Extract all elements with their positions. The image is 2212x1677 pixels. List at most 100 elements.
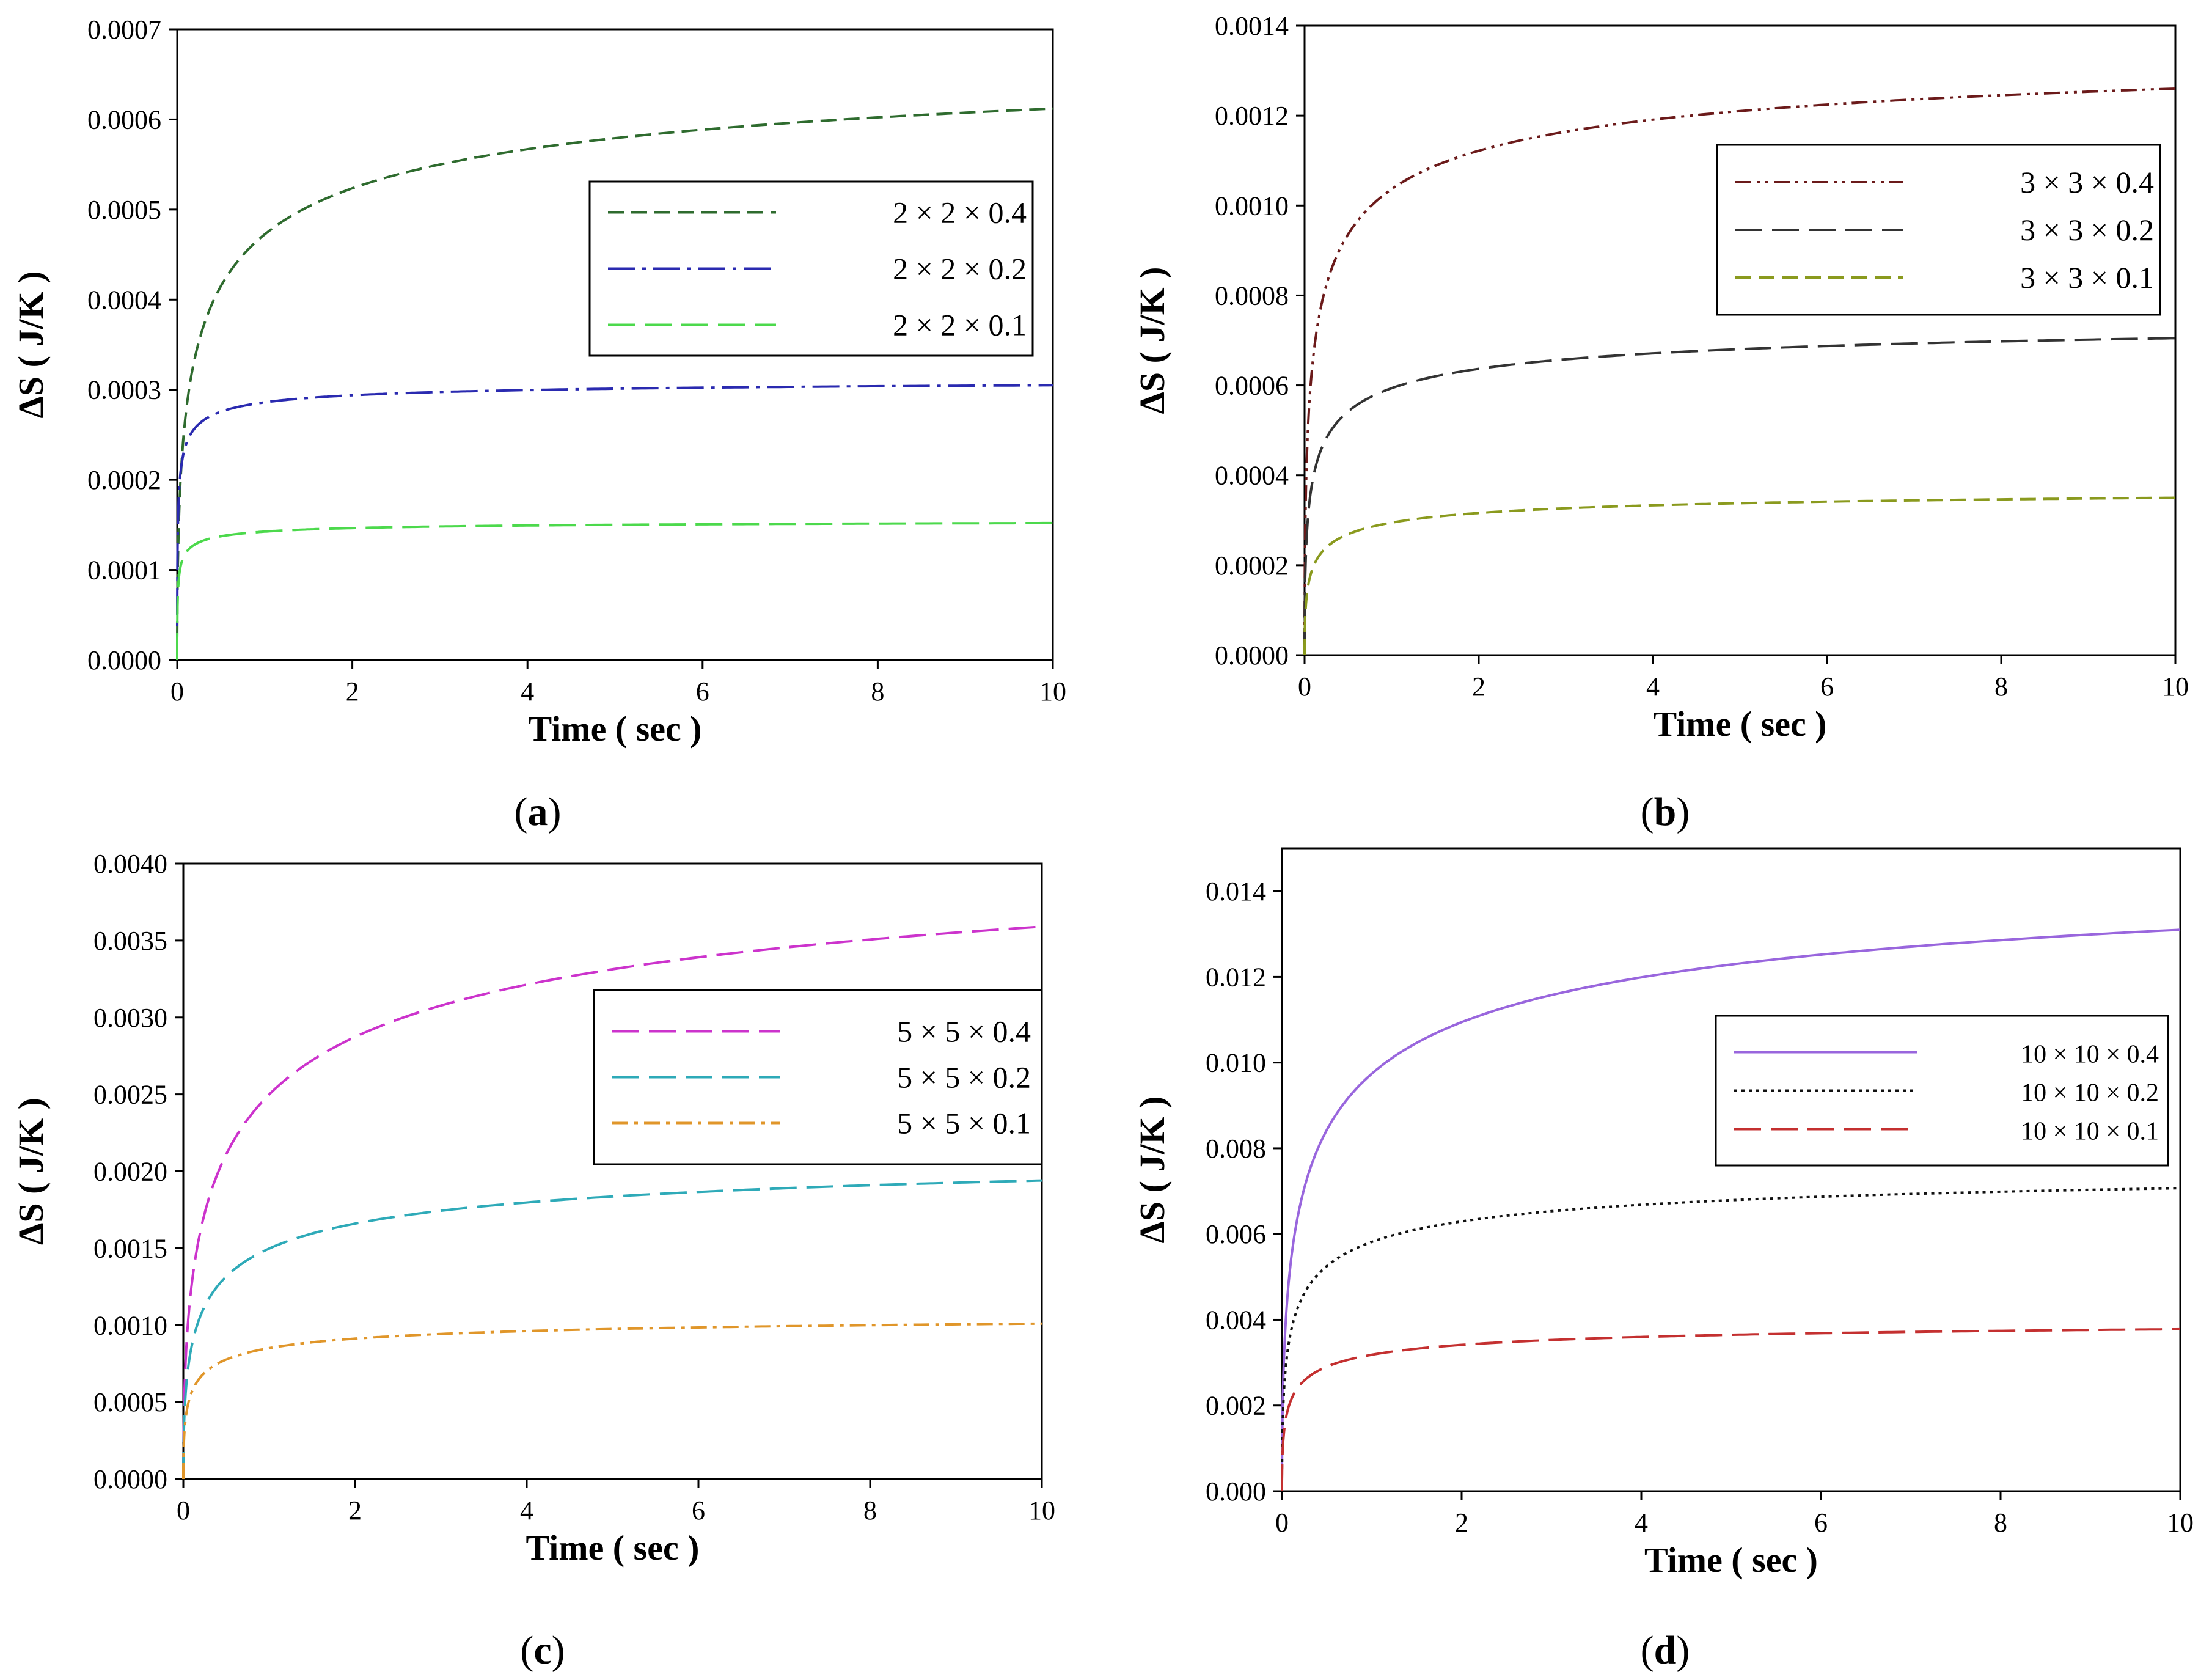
x-tick-label: 2 [1455, 1508, 1468, 1538]
x-axis-title: Time ( sec ) [1654, 704, 1827, 744]
plot-frame [176, 28, 1054, 661]
x-axis-title: Time ( sec ) [1644, 1540, 1818, 1580]
series-line-3 [176, 521, 1053, 660]
x-tick-label: 6 [1814, 1508, 1828, 1538]
series-line-2 [1303, 337, 2176, 655]
caption-close: ) [1676, 790, 1690, 834]
y-tick-label: 0.0004 [87, 285, 161, 315]
series-line-2 [176, 384, 1053, 660]
chart-panel-c: 0.0000 0.0005 0.0010 0.0015 0.0020 0.0025 0.00… [11, 849, 1055, 1673]
caption-open: ( [1641, 790, 1654, 834]
x-tick-label: 0 [177, 1495, 190, 1525]
plot-frame [1303, 24, 2177, 656]
caption-open: ( [520, 1628, 533, 1673]
legend-entry-3: 5 × 5 × 0.1 [897, 1106, 1031, 1140]
y-tick-label: 0.0000 [1215, 640, 1289, 670]
y-tick-label: 0.0040 [93, 849, 167, 879]
caption-open: ( [515, 790, 528, 834]
y-axis-title: ΔS ( J/K ) [11, 1098, 51, 1245]
y-tick-label: 0.0002 [1215, 551, 1289, 581]
y-tick-label: 0.010 [1206, 1048, 1266, 1078]
y-tick-label: 0.0015 [93, 1233, 167, 1263]
x-tick-label: 2 [346, 677, 359, 706]
x-tick-label: 10 [2162, 672, 2189, 702]
x-tick-label: 8 [1994, 1508, 2007, 1538]
x-tick-label: 2 [348, 1495, 362, 1525]
legend-entry-1: 5 × 5 × 0.4 [897, 1015, 1031, 1049]
y-tick-label: 0.0030 [93, 1003, 167, 1033]
y-tick-label: 0.0005 [87, 195, 161, 225]
panel-caption: (b) [1641, 790, 1690, 834]
x-tick-label: 10 [1028, 1495, 1055, 1525]
x-axis-title: Time ( sec ) [526, 1528, 700, 1568]
y-tick-label: 0.0008 [1215, 281, 1289, 310]
series-line-3 [182, 1322, 1042, 1479]
legend-entry-2: 2 × 2 × 0.2 [893, 252, 1027, 286]
plot-frame [182, 862, 1043, 1480]
legend-entry-1: 3 × 3 × 0.4 [2020, 165, 2154, 199]
series-line-1 [1281, 928, 2181, 1491]
y-tick-label: 0.002 [1206, 1391, 1266, 1421]
y-tick-label: 0.0004 [1215, 461, 1289, 491]
y-tick-label: 0.0012 [1215, 101, 1289, 131]
caption-letter: d [1654, 1628, 1677, 1673]
series-line-1 [1303, 87, 2176, 655]
y-tick-label: 0.0001 [87, 556, 161, 585]
x-tick-label: 6 [692, 1495, 705, 1525]
x-tick-label: 6 [696, 677, 709, 706]
x-tick-label: 10 [1039, 677, 1066, 706]
series-line-1 [182, 925, 1042, 1479]
chart-panel-d: 0.000 0.002 0.004 0.006 0.008 0.010 0.012 0.014… [1132, 847, 2194, 1673]
x-tick-label: 4 [520, 1495, 533, 1525]
x-tick-label: 8 [1994, 672, 2008, 702]
chart-panel-b: 0.0000 0.0002 0.0004 0.0006 0.0008 0.0010 0.00… [1132, 11, 2189, 834]
y-axis-title: ΔS ( J/K ) [1132, 267, 1172, 414]
x-axis-title: Time ( sec ) [529, 709, 702, 749]
y-axis-title: ΔS ( J/K ) [11, 271, 51, 419]
legend-entry-2: 10 × 10 × 0.2 [2021, 1079, 2159, 1107]
series-line-1 [176, 107, 1053, 660]
panel-caption: (a) [515, 790, 562, 834]
legend-entry-3: 10 × 10 × 0.1 [2021, 1118, 2159, 1146]
y-tick-label: 0.012 [1206, 962, 1266, 992]
y-tick-label: 0.006 [1206, 1219, 1266, 1249]
y-tick-label: 0.0025 [93, 1080, 167, 1110]
y-tick-label: 0.004 [1206, 1305, 1266, 1335]
caption-letter: b [1654, 790, 1677, 834]
caption-close: ) [548, 790, 562, 834]
y-tick-label: 0.0010 [1215, 191, 1289, 221]
y-tick-label: 0.0006 [87, 105, 161, 134]
x-tick-label: 4 [1646, 672, 1660, 702]
chart-panel-a: 0.0000 0.0001 0.0002 0.0003 0.0004 0.0005 0.00… [11, 15, 1066, 834]
y-tick-label: 0.0002 [87, 465, 161, 495]
y-tick-label: 0.0000 [93, 1464, 167, 1494]
panel-caption: (c) [520, 1628, 565, 1673]
legend-entry-1: 2 × 2 × 0.4 [893, 196, 1027, 230]
caption-letter: c [533, 1628, 551, 1673]
y-tick-label: 0.0014 [1215, 11, 1289, 41]
series-line-2 [182, 1179, 1042, 1479]
legend-box [1715, 1015, 2169, 1167]
y-tick-label: 0.0007 [87, 15, 161, 45]
y-tick-label: 0.0003 [87, 375, 161, 405]
x-tick-label: 0 [170, 677, 184, 706]
y-tick-label: 0.0020 [93, 1157, 167, 1187]
legend-entry-2: 5 × 5 × 0.2 [897, 1060, 1031, 1095]
y-tick-label: 0.0005 [93, 1387, 167, 1417]
series-line-3 [1303, 496, 2176, 655]
x-tick-label: 4 [521, 677, 534, 706]
caption-letter: a [528, 790, 548, 834]
y-axis-title: ΔS ( J/K ) [1132, 1096, 1172, 1244]
y-tick-label: 0.000 [1206, 1477, 1266, 1506]
y-tick-label: 0.0000 [87, 645, 161, 675]
x-tick-label: 4 [1635, 1508, 1648, 1538]
legend-entry-1: 10 × 10 × 0.4 [2021, 1041, 2159, 1069]
x-tick-label: 0 [1298, 672, 1311, 702]
x-tick-label: 8 [871, 677, 884, 706]
x-tick-label: 0 [1275, 1508, 1289, 1538]
y-tick-label: 0.0010 [93, 1310, 167, 1340]
caption-close: ) [1676, 1628, 1690, 1673]
caption-close: ) [552, 1628, 565, 1673]
x-tick-label: 10 [2167, 1508, 2194, 1538]
